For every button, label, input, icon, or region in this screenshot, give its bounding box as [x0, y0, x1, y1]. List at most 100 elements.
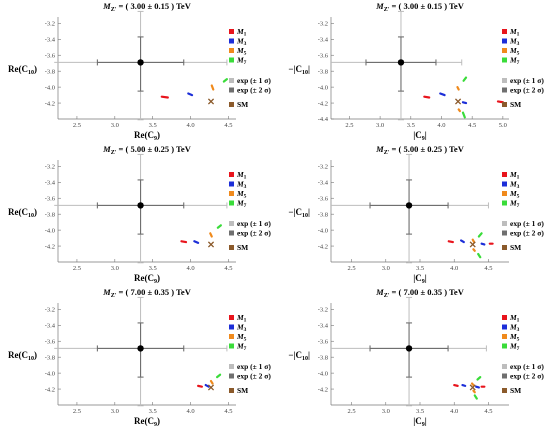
model-point-m3 — [475, 385, 480, 389]
legend-label-exp1: exp (± 1 σ) — [237, 76, 271, 85]
legend-label-exp1: exp (± 1 σ) — [510, 219, 544, 228]
legend-label-m3: M3 — [509, 37, 520, 48]
legend-swatch-m7 — [229, 200, 234, 206]
y-tick-label: -3.4 — [318, 323, 329, 330]
x-tick-label: 4.5 — [224, 408, 232, 415]
legend-swatch-sm — [502, 245, 507, 250]
x-tick-label: 4.0 — [186, 408, 194, 415]
x-tick-label: 3.0 — [382, 408, 390, 415]
chart-panel: MZ′ = ( 7.00 ± 0.35 ) TeV 2.5 3.0 3.5 4.0 4.5… — [8, 287, 271, 428]
legend-swatch-exp1 — [502, 78, 507, 83]
sm-point — [469, 241, 476, 248]
legend-swatch-exp2 — [229, 230, 234, 236]
model-point-m5 — [471, 238, 476, 244]
y-tick-label: -4.4 — [318, 116, 329, 123]
x-tick-label: 2.5 — [347, 408, 355, 415]
legend-label-exp2: exp (± 2 σ) — [510, 229, 544, 238]
model-point-m3 — [480, 242, 486, 246]
legend-swatch-exp2 — [502, 373, 507, 379]
legend-swatch-m3 — [229, 38, 234, 44]
x-axis-label: Re(C9) — [134, 130, 160, 142]
y-axis-label: Re(C10) — [8, 64, 37, 76]
legend-label-m1: M1 — [236, 170, 247, 181]
legend-swatch-exp1 — [502, 364, 507, 369]
legend-swatch-m3 — [502, 181, 507, 187]
legend-swatch-exp1 — [229, 78, 234, 83]
model-point-m7 — [222, 78, 229, 83]
legend-label-sm: SM — [510, 243, 521, 252]
exp-central-point — [137, 345, 144, 352]
x-tick-label: 4.5 — [224, 122, 232, 129]
x-tick-label: 4.5 — [224, 265, 232, 272]
legend-label-sm: SM — [237, 243, 248, 252]
x-axis-label: |C9| — [413, 273, 426, 285]
chart-title: MZ′ = ( 5.00 ± 0.25 ) TeV — [375, 144, 465, 156]
legend-swatch-m7 — [229, 343, 234, 349]
model-point-m1 — [197, 384, 204, 388]
model-point-m3 — [204, 383, 210, 388]
y-tick-label: -4.2 — [318, 243, 328, 250]
legend-label-sm: SM — [237, 386, 248, 395]
legend-swatch-sm — [229, 388, 234, 393]
y-tick-label: -3.4 — [45, 323, 56, 330]
chart-panel: MZ′ = ( 5.00 ± 0.25 ) TeV 2.5 3.0 3.5 4.0 4.5… — [8, 144, 271, 285]
legend-label-m7: M7 — [236, 56, 247, 67]
legend-swatch-sm — [229, 102, 234, 107]
legend-swatch-m3 — [229, 324, 234, 330]
legend-swatch-m7 — [502, 57, 507, 63]
x-axis-label: |C9| — [413, 130, 426, 142]
legend-swatch-m5 — [502, 334, 507, 339]
legend-label-m3: M3 — [509, 180, 520, 191]
legend-swatch-m1 — [229, 29, 234, 34]
legend-swatch-m1 — [502, 172, 507, 177]
chart-panel: MZ′ = ( 5.00 ± 0.25 ) TeV 2.5 3.0 3.5 4.0 4.5… — [288, 144, 544, 285]
model-point-m7 — [477, 232, 483, 238]
sm-point — [207, 98, 215, 105]
legend-swatch-sm — [502, 388, 507, 393]
legend-label-m7: M7 — [509, 199, 520, 210]
legend-swatch-m7 — [502, 343, 507, 349]
y-tick-label: -4.0 — [318, 227, 328, 234]
y-tick-label: -3.8 — [45, 211, 55, 218]
x-tick-label: 3.5 — [407, 122, 415, 129]
y-tick-label: -3.6 — [45, 195, 56, 202]
legend-label-exp2: exp (± 2 σ) — [237, 372, 271, 381]
y-tick-label: -4.2 — [318, 386, 328, 393]
model-point-m5 — [209, 379, 214, 385]
legend-swatch-m5 — [502, 48, 507, 53]
legend-label-exp1: exp (± 1 σ) — [237, 219, 271, 228]
model-point-m5 — [472, 248, 476, 252]
legend-label-m5: M5 — [236, 189, 247, 200]
chart-panel: MZ′ = ( 3.00 ± 0.15 ) TeV 2.5 3.0 3.5 4.0 4.5… — [288, 1, 544, 142]
x-axis-label: Re(C9) — [134, 273, 160, 285]
model-point-m7 — [215, 373, 222, 379]
legend-swatch-exp1 — [229, 221, 234, 226]
exp-central-point — [405, 345, 413, 352]
legend-label-exp2: exp (± 2 σ) — [510, 86, 544, 95]
legend-label-m1: M1 — [509, 170, 520, 181]
legend-swatch-m3 — [229, 181, 234, 187]
y-tick-label: -3.4 — [318, 180, 329, 187]
y-tick-label: -4.0 — [318, 84, 328, 91]
y-tick-label: -3.4 — [45, 37, 56, 44]
exp-central-point — [397, 59, 405, 66]
x-tick-label: 3.0 — [111, 122, 119, 129]
legend-swatch-m5 — [502, 191, 507, 196]
chart-title: MZ′ = ( 5.00 ± 0.25 ) TeV — [102, 144, 192, 156]
exp-central-point — [137, 202, 144, 209]
legend-label-m3: M3 — [236, 323, 247, 334]
model-point-m3 — [193, 240, 200, 244]
model-point-m3 — [461, 101, 468, 105]
legend-label-sm: SM — [510, 100, 521, 109]
model-point-m7 — [473, 394, 478, 400]
model-point-m3 — [461, 383, 467, 387]
y-tick-label: -3.2 — [318, 164, 328, 171]
legend-swatch-m1 — [502, 29, 507, 34]
y-tick-label: -4.2 — [318, 100, 328, 107]
legend-label-m1: M1 — [236, 27, 247, 38]
